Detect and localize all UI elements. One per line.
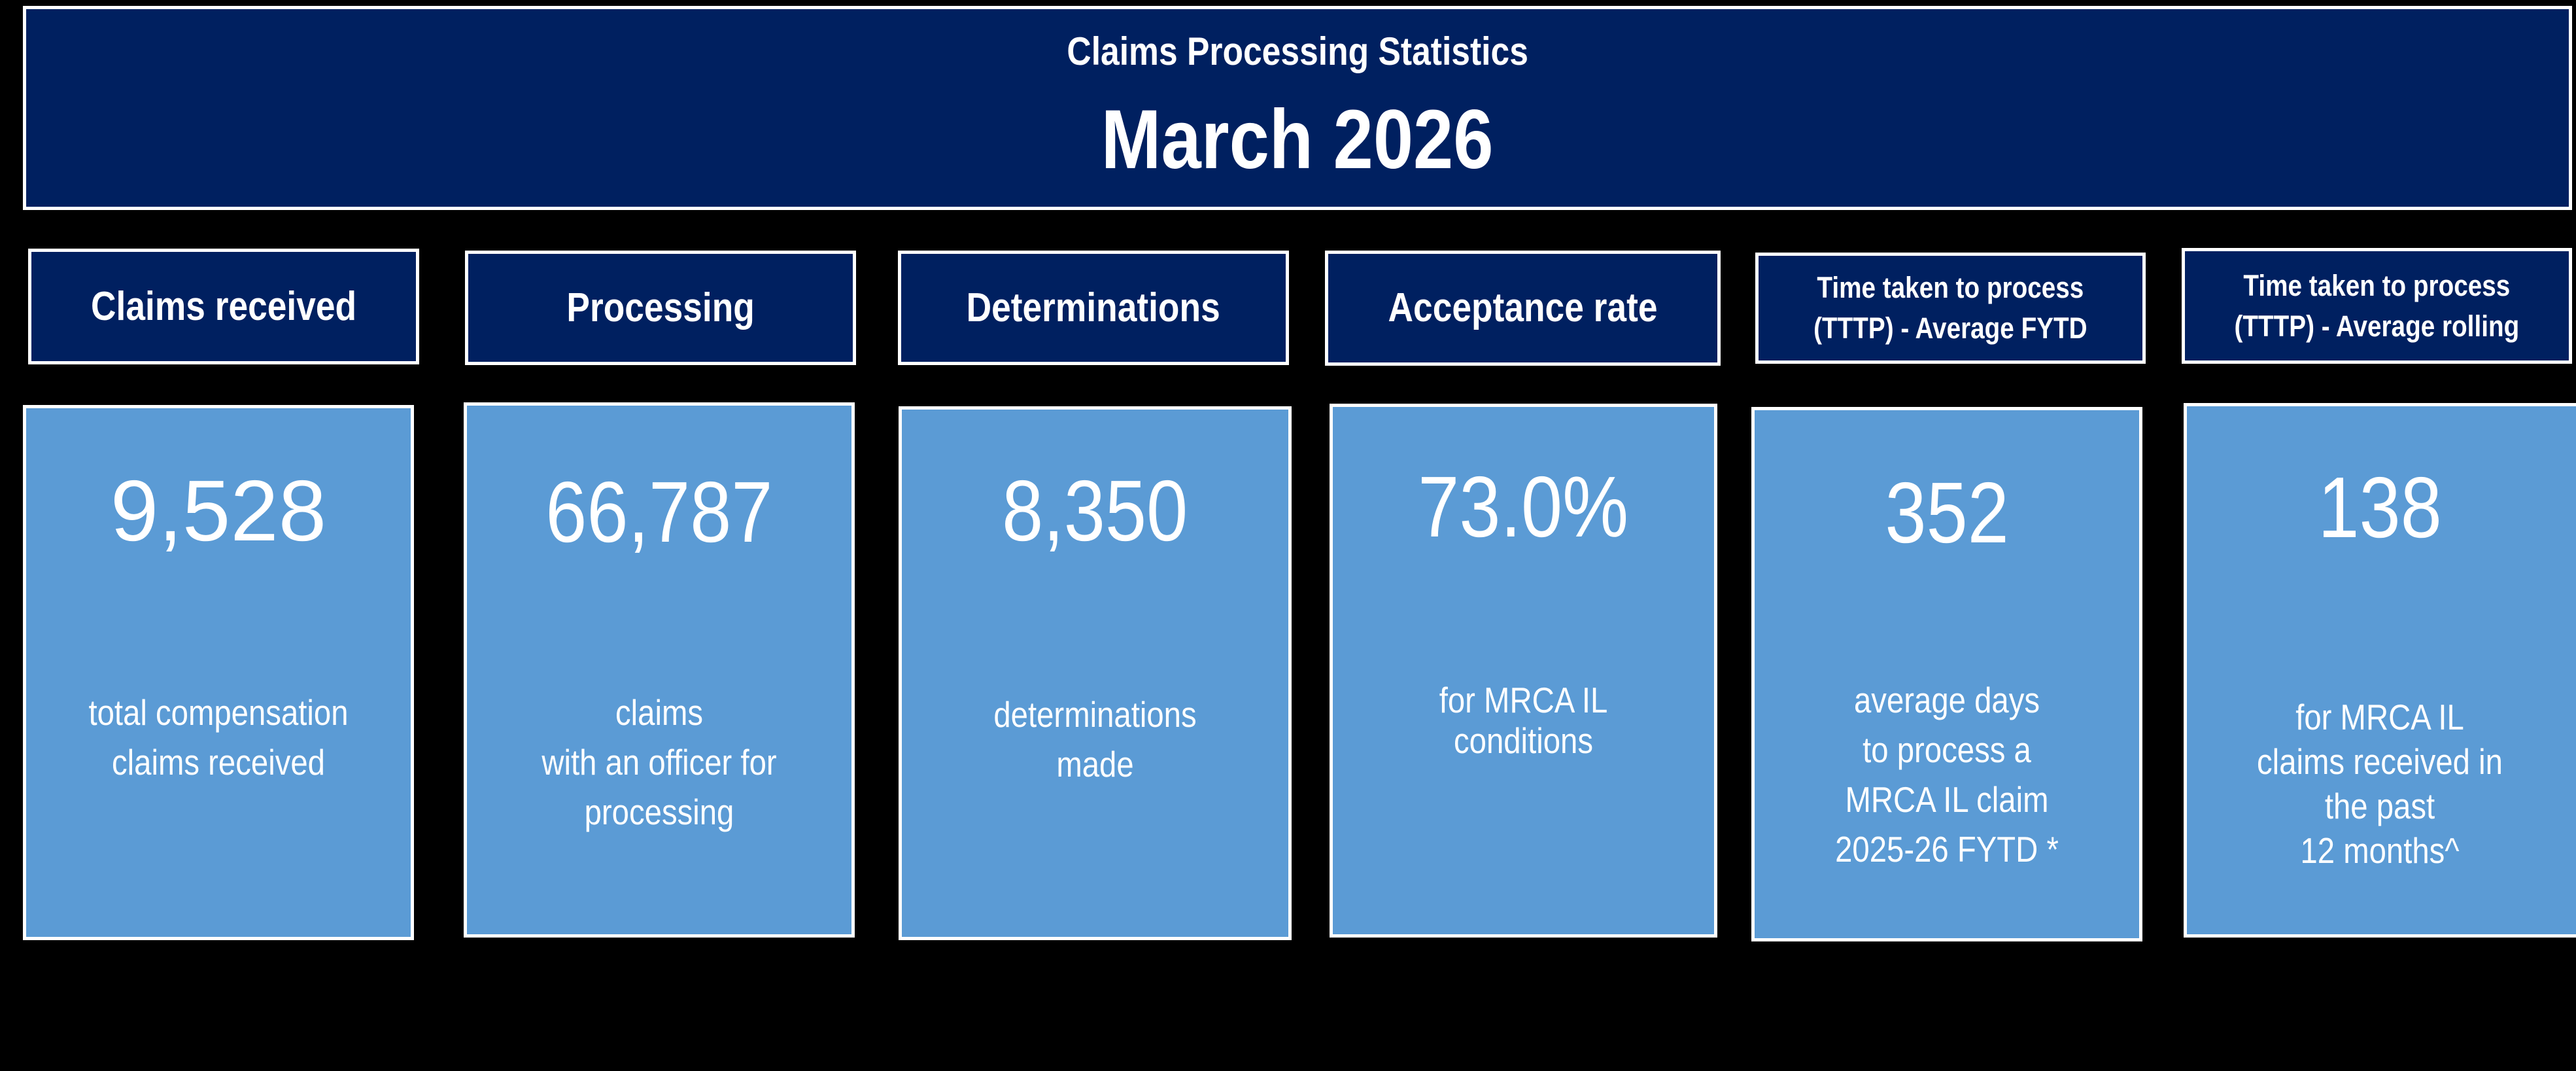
metric-header-determinations: Determinations (898, 251, 1289, 365)
metric-card-determinations: 8,350 determinations made (899, 406, 1292, 940)
metric-value: 9,528 (110, 463, 327, 559)
metric-header-tttp-rolling: Time taken to process (TTTP) - Average r… (2182, 248, 2572, 364)
metric-card-tttp-fytd: 352 average days to process a MRCA IL cl… (1751, 407, 2142, 941)
report-period: March 2026 (1101, 93, 1494, 186)
metric-card-acceptance-rate: 73.0% for MRCA IL conditions (1330, 404, 1717, 938)
metric-header-label: Time taken to process (TTTP) - Average r… (2234, 268, 2520, 343)
metric-description: claims with an officer for processing (541, 692, 777, 832)
report-title: Claims Processing Statistics (1067, 29, 1528, 73)
metric-description: for MRCA IL claims received in the past … (2257, 697, 2503, 871)
metric-description: average days to process a MRCA IL claim … (1835, 680, 2059, 869)
metric-description: total compensation claims received (88, 692, 349, 782)
metric-header-tttp-fytd: Time taken to process (TTTP) - Average F… (1755, 253, 2146, 364)
metric-value: 66,787 (545, 464, 773, 560)
metric-header-processing: Processing (465, 251, 856, 365)
metric-card-claims-received: 9,528 total compensation claims received (23, 405, 414, 940)
metric-header-label: Time taken to process (TTTP) - Average F… (1813, 271, 2087, 345)
metric-description: determinations made (993, 694, 1197, 784)
metric-value: 8,350 (1002, 463, 1188, 559)
metric-card-processing: 66,787 claims with an officer for proces… (464, 402, 855, 938)
metric-value: 138 (2318, 459, 2442, 555)
metric-header-claims-received: Claims received (28, 249, 419, 364)
metric-value: 73.0% (1418, 459, 1629, 555)
metric-header-acceptance-rate: Acceptance rate (1325, 251, 1721, 366)
metric-value: 352 (1885, 465, 2009, 561)
metric-card-tttp-rolling: 138 for MRCA IL claims received in the p… (2184, 403, 2576, 938)
title-banner: Claims Processing Statistics March 2026 (23, 6, 2572, 210)
metric-description: for MRCA IL conditions (1439, 680, 1608, 761)
